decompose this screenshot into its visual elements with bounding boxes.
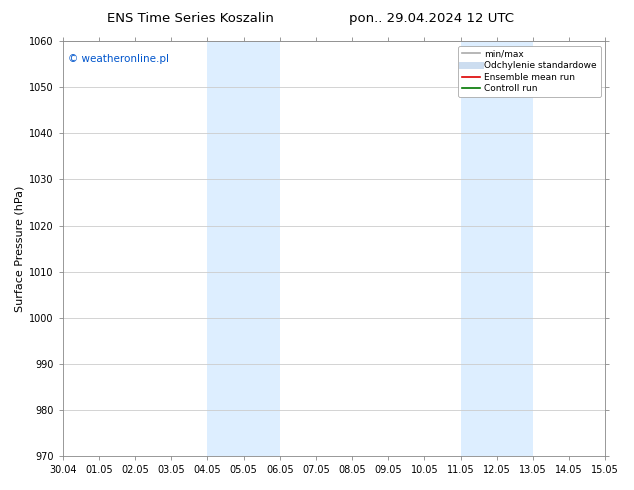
Bar	[460, 41, 533, 456]
Text: ENS Time Series Koszalin: ENS Time Series Koszalin	[107, 12, 274, 25]
Text: pon.. 29.04.2024 12 UTC: pon.. 29.04.2024 12 UTC	[349, 12, 514, 25]
Bar	[207, 41, 280, 456]
Y-axis label: Surface Pressure (hPa): Surface Pressure (hPa)	[15, 185, 25, 312]
Legend: min/max, Odchylenie standardowe, Ensemble mean run, Controll run: min/max, Odchylenie standardowe, Ensembl…	[458, 46, 600, 97]
Text: © weatheronline.pl: © weatheronline.pl	[68, 54, 169, 64]
